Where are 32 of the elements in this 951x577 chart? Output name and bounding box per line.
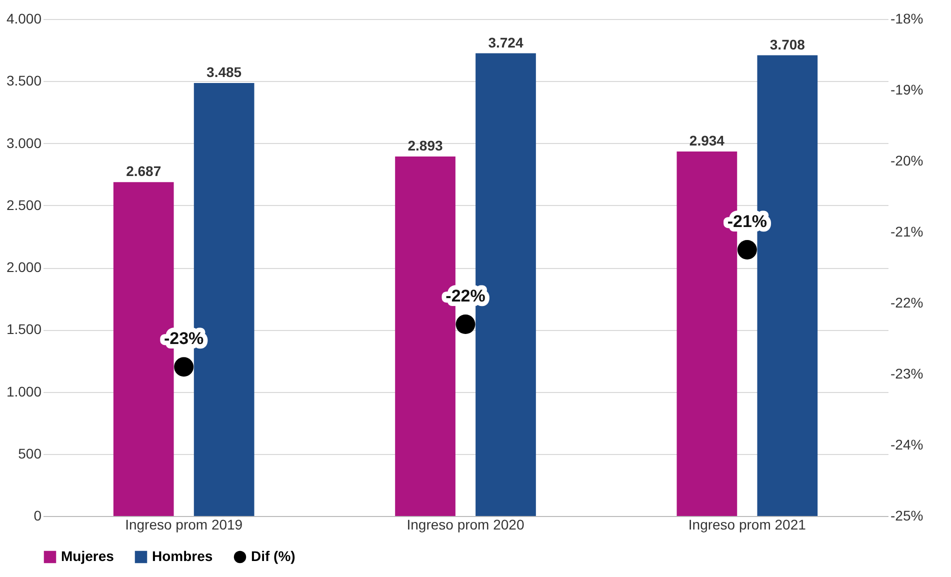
point bbox=[174, 357, 194, 377]
data-label: 3.485 bbox=[206, 64, 242, 80]
y2-tick-label: -25% bbox=[890, 508, 924, 524]
y-tick-label: 4.000 bbox=[6, 10, 42, 26]
y2-tick-label: -23% bbox=[890, 366, 924, 382]
y2-tick-label: -18% bbox=[890, 10, 924, 26]
legend-label: Hombres bbox=[152, 548, 213, 564]
point bbox=[456, 314, 476, 334]
y-tick-label: 0 bbox=[34, 508, 42, 524]
data-label: 3.724 bbox=[488, 34, 524, 50]
y2-tick-label: -19% bbox=[890, 82, 924, 98]
data-label: 2.687 bbox=[126, 163, 162, 180]
point bbox=[737, 240, 757, 260]
y-tick-label: 3.500 bbox=[6, 72, 42, 89]
y2-tick-label: -24% bbox=[890, 436, 924, 452]
x-tick-label: Ingreso prom 2021 bbox=[688, 516, 806, 532]
legend-label: Mujeres bbox=[61, 548, 114, 564]
y-tick-label: 1.500 bbox=[6, 321, 42, 338]
x-tick-label: Ingreso prom 2020 bbox=[406, 516, 524, 532]
y-tick-label: 2.000 bbox=[6, 259, 42, 275]
data-label: 2.893 bbox=[408, 138, 443, 154]
data-label: 3.708 bbox=[770, 36, 806, 52]
y2-tick-label: -22% bbox=[890, 294, 924, 310]
x-tick-label: Ingreso prom 2019 bbox=[125, 516, 243, 532]
y-tick-label: 500 bbox=[18, 445, 42, 462]
y2-tick-label: -21% bbox=[890, 224, 924, 240]
y2-tick-label: -20% bbox=[890, 152, 924, 168]
y-tick-label: 1.000 bbox=[6, 383, 42, 400]
y-tick-label: 2.500 bbox=[6, 196, 42, 213]
legend-label: Dif (%) bbox=[251, 548, 296, 564]
y-tick-label: 3.000 bbox=[6, 134, 42, 151]
data-label: 2.934 bbox=[689, 132, 725, 148]
